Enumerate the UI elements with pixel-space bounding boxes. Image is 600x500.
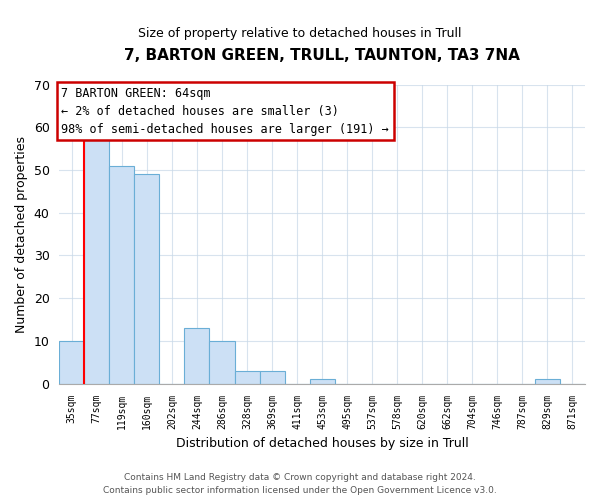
Text: 7 BARTON GREEN: 64sqm
← 2% of detached houses are smaller (3)
98% of semi-detach: 7 BARTON GREEN: 64sqm ← 2% of detached h…	[61, 86, 389, 136]
Bar	[310, 380, 335, 384]
Bar	[535, 380, 560, 384]
Bar	[109, 166, 134, 384]
Title: 7, BARTON GREEN, TRULL, TAUNTON, TA3 7NA: 7, BARTON GREEN, TRULL, TAUNTON, TA3 7NA	[124, 48, 520, 62]
Text: Size of property relative to detached houses in Trull: Size of property relative to detached ho…	[138, 28, 462, 40]
Bar	[59, 341, 85, 384]
Text: Contains HM Land Registry data © Crown copyright and database right 2024.
Contai: Contains HM Land Registry data © Crown c…	[103, 474, 497, 495]
Bar	[134, 174, 160, 384]
X-axis label: Distribution of detached houses by size in Trull: Distribution of detached houses by size …	[176, 437, 469, 450]
Bar	[85, 140, 109, 384]
Y-axis label: Number of detached properties: Number of detached properties	[15, 136, 28, 332]
Bar	[260, 371, 284, 384]
Bar	[235, 371, 260, 384]
Bar	[184, 328, 209, 384]
Bar	[209, 341, 235, 384]
